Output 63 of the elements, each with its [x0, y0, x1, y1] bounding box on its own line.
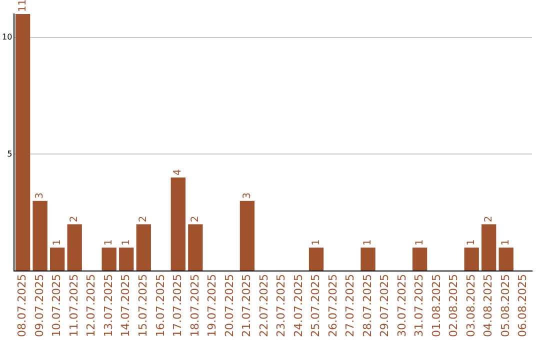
data-label: 1 — [104, 239, 115, 246]
data-label: 11 — [17, 0, 28, 12]
x-tick-label: 15.07.2025 — [136, 274, 150, 338]
bar — [240, 200, 255, 271]
y-tick-label: 5 — [7, 149, 12, 158]
data-label: 2 — [483, 216, 494, 222]
x-tick-label: 16.07.2025 — [154, 274, 167, 338]
x-tick-label: 18.07.2025 — [188, 274, 202, 338]
x-tick-label: 13.07.2025 — [102, 274, 115, 338]
bar — [412, 248, 428, 271]
x-tick-label: 24.07.2025 — [292, 274, 305, 338]
x-tick-label: 05.08.2025 — [498, 274, 512, 338]
x-tick-label: 10.07.2025 — [50, 274, 64, 338]
x-tick-label: 25.07.2025 — [309, 274, 322, 338]
x-tick-label: 02.08.2025 — [447, 274, 460, 338]
x-tick-label: 31.07.2025 — [412, 274, 426, 338]
bar — [308, 248, 324, 271]
x-tick-label: 14.07.2025 — [119, 274, 132, 338]
bar — [360, 248, 376, 271]
bar — [464, 248, 479, 271]
x-tick-label: 06.08.2025 — [516, 274, 530, 338]
bar — [67, 224, 82, 271]
x-tick-label: 09.07.2025 — [32, 274, 46, 338]
data-label: 2 — [138, 216, 150, 222]
x-tick-label: 12.07.2025 — [84, 274, 98, 338]
x-tick-label: 22.07.2025 — [257, 274, 270, 338]
x-tick-label: 08.07.2025 — [16, 274, 29, 338]
bar — [170, 178, 186, 271]
bar — [136, 224, 151, 271]
x-tick-label: 23.07.2025 — [274, 274, 288, 338]
data-label: 1 — [466, 239, 478, 246]
x-tick-label: 30.07.2025 — [395, 274, 408, 338]
x-tick-label: 03.08.2025 — [464, 274, 478, 338]
bar — [482, 224, 496, 271]
x-tick-label: 21.07.2025 — [240, 274, 254, 338]
data-label: 3 — [242, 192, 253, 199]
data-label: 1 — [500, 239, 512, 246]
bar — [498, 248, 514, 271]
bar — [50, 248, 65, 271]
x-tick-label: 26.07.2025 — [326, 274, 340, 338]
data-label: 2 — [69, 216, 80, 222]
data-label: 3 — [34, 192, 46, 199]
x-tick-label: 19.07.2025 — [206, 274, 219, 338]
x-tick-label: 27.07.2025 — [344, 274, 357, 338]
bar — [102, 248, 116, 271]
data-label: 2 — [190, 216, 202, 222]
x-tick-label: 29.07.2025 — [378, 274, 392, 338]
data-label: 1 — [310, 239, 322, 246]
y-tick-label: 10 — [2, 32, 12, 42]
bar — [119, 248, 134, 271]
data-label: 1 — [362, 239, 374, 246]
x-tick-label: 01.08.2025 — [430, 274, 443, 338]
x-tick-label: 28.07.2025 — [360, 274, 374, 338]
bar — [32, 200, 48, 271]
bar — [188, 224, 203, 271]
x-tick-label: 20.07.2025 — [222, 274, 236, 338]
data-label: 4 — [172, 169, 184, 176]
data-label: 1 — [52, 239, 63, 246]
data-label: 1 — [414, 239, 426, 246]
x-tick-label: 11.07.2025 — [67, 274, 80, 338]
x-tick-label: 17.07.2025 — [171, 274, 184, 338]
data-label: 1 — [120, 239, 132, 246]
x-tick-label: 04.08.2025 — [482, 274, 495, 338]
